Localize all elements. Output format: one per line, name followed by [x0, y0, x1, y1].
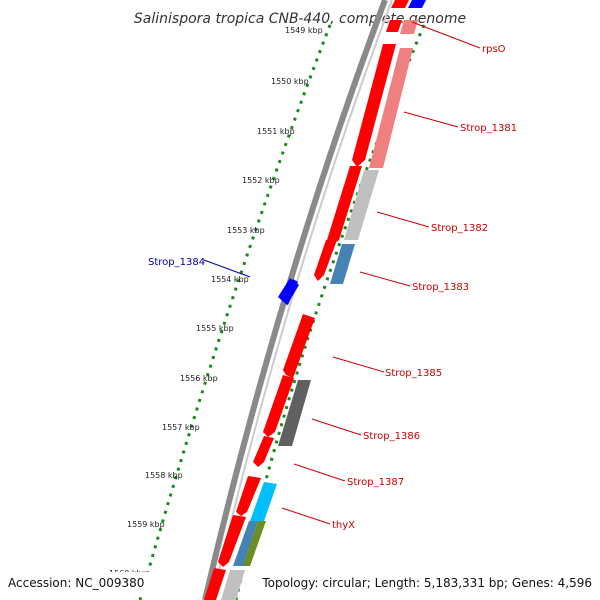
leader-line-strop-1383 — [359, 271, 411, 287]
leader-line-strop-1385 — [332, 356, 385, 373]
scale-tick-label: 1555 kbp — [196, 324, 234, 333]
gene-label-strop-1385[interactable]: Strop_1385 — [385, 368, 442, 379]
footer-left-bg — [4, 572, 154, 592]
gene-label-thyX[interactable]: thyX — [332, 520, 355, 531]
scale-tick-label: 1550 kbp — [271, 77, 309, 86]
gene-feature-strop-1385 — [283, 314, 315, 378]
scale-tick-label: 1551 kbp — [257, 127, 295, 136]
leader-line-strop-1381 — [403, 111, 459, 128]
gene-feature — [204, 568, 226, 600]
gene-feature-thyX-product — [250, 482, 277, 521]
gene-feature-strop-1383 — [314, 240, 337, 281]
gene-feature — [221, 570, 245, 600]
gene-feature-strop-1387 — [253, 436, 274, 467]
gene-label-rpsO[interactable]: rpsO — [482, 44, 506, 55]
gene-feature-strop-1382 — [327, 166, 362, 245]
gene-feature-rpsO-product — [400, 20, 418, 34]
gene-feature-rpsO — [386, 20, 402, 32]
gene-label-strop-1382[interactable]: Strop_1382 — [431, 223, 488, 234]
gene-labels: rpsO Strop_1381 Strop_1382 Strop_1383 St… — [148, 21, 517, 531]
scale-tick-label: 1559 kbp — [127, 520, 165, 529]
footer-right-bg — [256, 572, 596, 592]
gene-feature-strop-1382-product — [344, 170, 379, 240]
gene-label-strop-1386[interactable]: Strop_1386 — [363, 431, 420, 442]
gene-feature — [243, 521, 266, 566]
gene-feature-strop-1384-body[interactable] — [278, 278, 299, 305]
gene-label-strop-1383[interactable]: Strop_1383 — [412, 282, 469, 293]
scale-tick-label: 1558 kbp — [145, 471, 183, 480]
leader-line-thyX — [281, 507, 331, 525]
genome-summary-text: Topology: circular; Length: 5,183,331 bp… — [261, 576, 592, 590]
gene-feature-strop-1386-product — [278, 380, 311, 446]
leader-line-strop-1386 — [311, 418, 362, 436]
gene-feature — [391, 0, 409, 8]
gene-label-strop-1381[interactable]: Strop_1381 — [460, 123, 517, 134]
scale-tick-label: 1549 kbp — [285, 26, 323, 35]
accession-text: Accession: NC_009380 — [8, 576, 144, 590]
gene-feature-thyX — [236, 476, 261, 516]
leader-line-strop-1382 — [376, 211, 430, 228]
gene-feature-strop-1383-product — [330, 244, 355, 284]
scale-tick-label: 1556 kbp — [180, 374, 218, 383]
gene-label-strop-1384[interactable]: Strop_1384 — [148, 257, 205, 268]
scale-tick-label: 1557 kbp — [162, 423, 200, 432]
leader-line-rpsO — [411, 21, 481, 49]
gene-feature-strop-1381 — [352, 44, 396, 167]
gene-feature — [233, 521, 258, 566]
gene-feature-strop-1386 — [263, 375, 294, 437]
leader-line-strop-1384 — [203, 259, 251, 278]
gene-features — [204, 0, 426, 600]
gene-label-strop-1387[interactable]: Strop_1387 — [347, 477, 404, 488]
scale-tick-label: 1553 kbp — [227, 226, 265, 235]
leader-line-strop-1387 — [293, 463, 346, 482]
scale-track-inner — [138, 24, 332, 600]
genome-backbone — [202, 0, 388, 600]
gene-feature — [218, 515, 246, 567]
gene-feature-strop-1381-product — [369, 48, 413, 168]
scale-tick-label: 1554 kbp — [211, 275, 249, 284]
scale-tick-label: 1552 kbp — [242, 176, 280, 185]
gene-feature — [408, 0, 426, 8]
